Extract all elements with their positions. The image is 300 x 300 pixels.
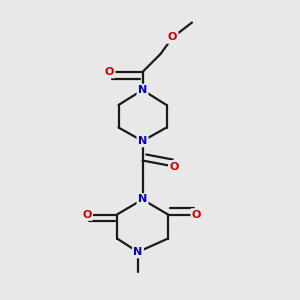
Text: O: O bbox=[82, 209, 92, 220]
Text: O: O bbox=[105, 67, 114, 77]
Text: N: N bbox=[138, 85, 147, 95]
Text: N: N bbox=[134, 247, 142, 257]
Text: O: O bbox=[169, 161, 179, 172]
Text: O: O bbox=[192, 209, 201, 220]
Text: O: O bbox=[168, 32, 177, 43]
Text: N: N bbox=[138, 194, 147, 205]
Text: N: N bbox=[138, 136, 147, 146]
